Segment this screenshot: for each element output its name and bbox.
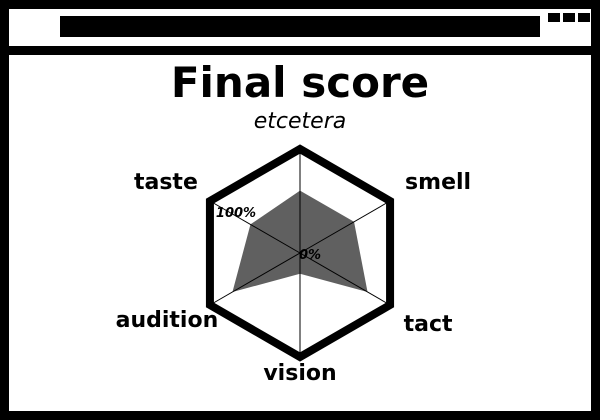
content-area: Final score etcetera smell tact vision audit… — [9, 55, 591, 411]
close-button[interactable] — [578, 13, 590, 22]
radar-chart: etcetera smell tact vision audition taste 100%… — [116, 109, 471, 386]
axis-label-etcetera: etcetera — [254, 109, 346, 134]
minimize-button[interactable] — [548, 13, 560, 22]
scale-label-min: 0% — [299, 248, 321, 263]
radar-spoke-taste — [209, 200, 301, 254]
radar-outer-border — [205, 144, 395, 362]
maximize-button[interactable] — [563, 13, 575, 22]
page-title: Final score — [170, 58, 430, 107]
window-title-bar — [60, 16, 540, 37]
axis-label-smell: smell — [405, 170, 471, 195]
axis-label-vision: vision — [263, 361, 336, 386]
radar-spoke-tact — [299, 252, 391, 306]
scale-label-max: 100% — [216, 206, 256, 221]
axis-label-audition: audition — [116, 308, 219, 333]
axis-label-tact: tact — [404, 312, 453, 337]
radar-spoke-smell — [299, 200, 391, 254]
axis-label-taste: taste — [134, 170, 198, 195]
title-bar[interactable] — [9, 9, 591, 46]
radar-spoke-audition — [209, 252, 301, 306]
